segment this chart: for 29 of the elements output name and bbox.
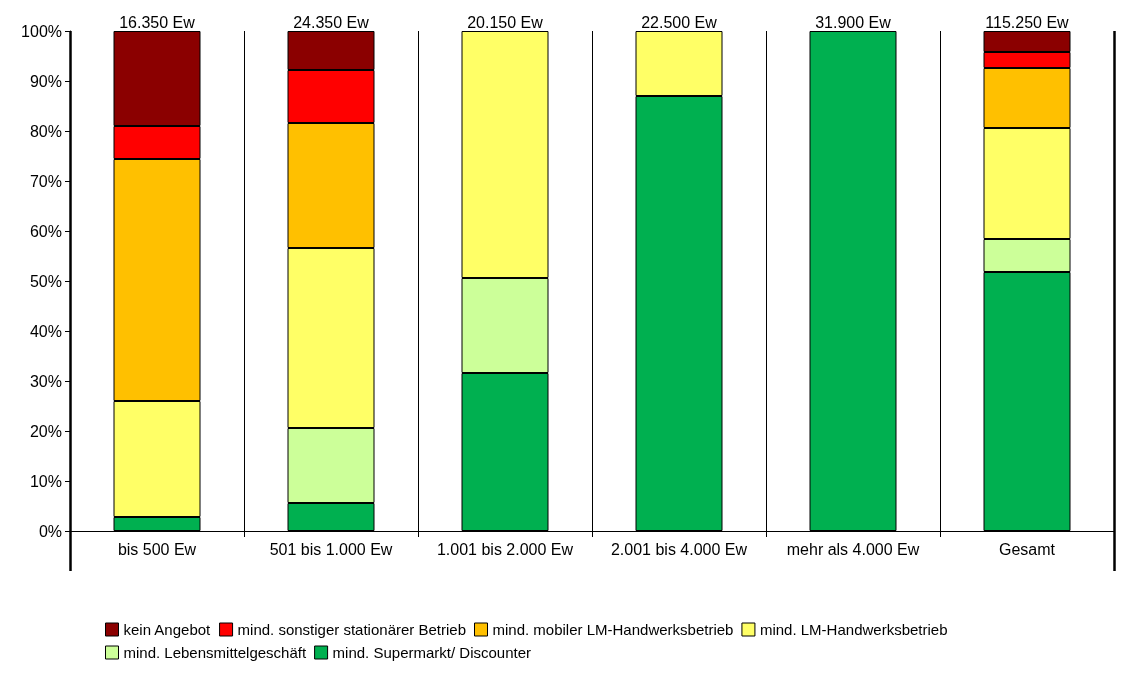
legend-label: mind. mobiler LM-Handwerksbetrieb xyxy=(492,621,734,638)
annotation: 31.900 Ew xyxy=(815,13,892,31)
x-tick-label: 2.001 bis 4.000 Ew xyxy=(610,540,748,558)
y-tick-label: 70% xyxy=(29,172,62,190)
y-tick-label: 80% xyxy=(29,122,62,140)
x-tick-label: mehr als 4.000 Ew xyxy=(786,540,920,558)
legend-label: mind. Supermarkt/ Discounter xyxy=(332,644,532,661)
annotation: 24.350 Ew xyxy=(293,13,370,31)
annotation: 115.250 Ew xyxy=(985,13,1070,31)
x-tick-label: 501 bis 1.000 Ew xyxy=(269,540,393,558)
legend-label: mind. Lebensmittelgeschäft xyxy=(123,644,307,661)
legend-label: mind. sonstiger stationärer Betrieb xyxy=(237,621,467,638)
y-tick-label: 20% xyxy=(29,422,62,440)
annotation: 22.500 Ew xyxy=(641,13,718,31)
y-tick-label: 100% xyxy=(21,22,62,40)
y-tick-label: 10% xyxy=(29,472,62,490)
y-tick-label: 40% xyxy=(29,322,62,340)
legend-label: kein Angebot xyxy=(123,621,212,638)
y-tick-label: 30% xyxy=(29,372,62,390)
x-tick-label: Gesamt xyxy=(998,540,1056,558)
annotation: 16.350 Ew xyxy=(119,13,196,31)
annotation: 20.150 Ew xyxy=(467,13,544,31)
x-tick-label: bis 500 Ew xyxy=(117,540,197,558)
legend-label: mind. LM-Handwerksbetrieb xyxy=(759,621,948,638)
y-tick-label: 50% xyxy=(29,272,62,290)
x-tick-label: 1.001 bis 2.000 Ew xyxy=(436,540,574,558)
y-tick-label: 90% xyxy=(29,72,62,90)
y-tick-label: 60% xyxy=(29,222,62,240)
y-tick-label: 0% xyxy=(38,522,62,540)
